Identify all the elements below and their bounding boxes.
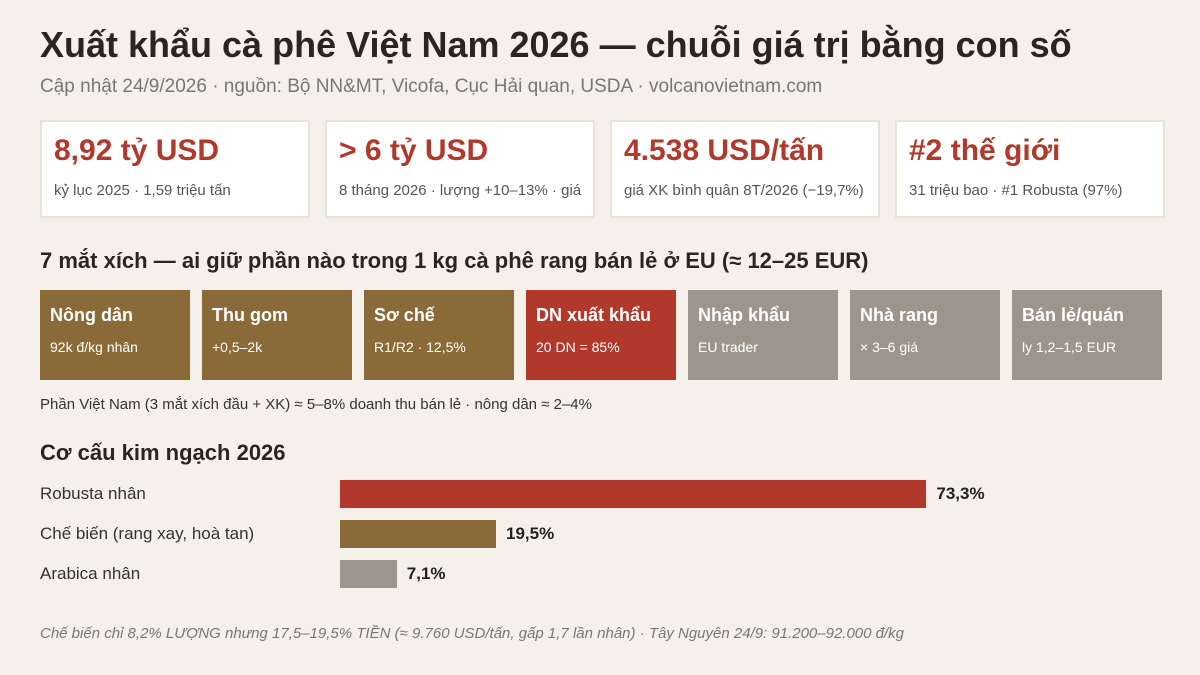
kpi-value: 8,92 tỷ USD — [54, 134, 220, 167]
title: Xuất khẩu cà phê Việt Nam 2026 — chuỗi g… — [40, 24, 1072, 65]
bar — [340, 480, 927, 508]
chain-link: Thu gom +0,5–2k — [202, 290, 352, 380]
link-name: DN xuất khẩu — [536, 305, 652, 325]
kpi-note: 31 triệu bao · #1 Robusta (97%) — [909, 182, 1123, 199]
section-title: 7 mắt xích — ai giữ phần nào trong 1 kg … — [40, 248, 869, 273]
category-label: Robusta nhân — [40, 484, 146, 503]
link-name: Nhập khẩu — [698, 305, 791, 325]
kpi-value: > 6 tỷ USD — [339, 134, 489, 167]
chain-link: Nhập khẩu EU trader — [688, 290, 838, 380]
kpi-card: > 6 tỷ USD 8 tháng 2026 · lượng +10–13% ·… — [325, 120, 595, 218]
chart-title: Cơ cấu kim ngạch 2026 — [40, 440, 286, 465]
chain-link: Nhà rang × 3–6 giá — [850, 290, 1000, 380]
kpi-note: kỷ lục 2025 · 1,59 triệu tấn — [54, 182, 231, 199]
bar — [340, 560, 397, 588]
kpi-card: 8,92 tỷ USD kỷ lục 2025 · 1,59 triệu tấn — [40, 120, 310, 218]
link-note: 92k đ/kg nhân — [50, 339, 138, 355]
link-note: ly 1,2–1,5 EUR — [1022, 339, 1117, 355]
kpi-note: 8 tháng 2026 · lượng +10–13% · giá — [339, 182, 582, 199]
kpi-value: 4.538 USD/tấn — [624, 134, 825, 167]
chain-link: Nông dân 92k đ/kg nhân — [40, 290, 190, 380]
kpi-card: 4.538 USD/tấn giá XK bình quân 8T/2026 (−… — [610, 120, 880, 218]
link-note: EU trader — [698, 339, 758, 355]
link-name: Nhà rang — [860, 305, 939, 325]
value-label: 7,1% — [406, 564, 446, 583]
kpi-card: #2 thế giới 31 triệu bao · #1 Robusta (97… — [895, 120, 1165, 218]
link-name: Sơ chế — [374, 305, 435, 325]
footer-note: Chế biến chỉ 8,2% LƯỢNG nhưng 17,5–19,5%… — [40, 625, 905, 642]
value-label: 73,3% — [936, 484, 985, 503]
link-note: 20 DN = 85% — [536, 339, 620, 355]
kpi-value: #2 thế giới — [909, 134, 1061, 167]
kpi-note: giá XK bình quân 8T/2026 (−19,7%) — [624, 182, 864, 199]
link-note: × 3–6 giá — [860, 339, 918, 355]
category-label: Chế biến (rang xay, hoà tan) — [40, 524, 255, 543]
link-note: R1/R2 · 12,5% — [374, 339, 466, 355]
chain-link: Bán lẻ/quán ly 1,2–1,5 EUR — [1012, 290, 1162, 380]
link-name: Bán lẻ/quán — [1022, 305, 1125, 325]
link-name: Nông dân — [50, 305, 133, 325]
subtitle: Cập nhật 24/9/2026 · nguồn: Bộ NN&MT, Vi… — [40, 76, 823, 97]
chain-link: Sơ chế R1/R2 · 12,5% — [364, 290, 514, 380]
link-name: Thu gom — [212, 305, 288, 325]
value-label: 19,5% — [506, 524, 555, 543]
link-note: +0,5–2k — [212, 339, 263, 355]
chain-footnote: Phần Việt Nam (3 mắt xích đầu + XK) ≈ 5–… — [40, 396, 592, 413]
category-label: Arabica nhân — [40, 564, 141, 583]
bar — [340, 520, 496, 548]
chain-link: DN xuất khẩu 20 DN = 85% — [526, 290, 676, 380]
